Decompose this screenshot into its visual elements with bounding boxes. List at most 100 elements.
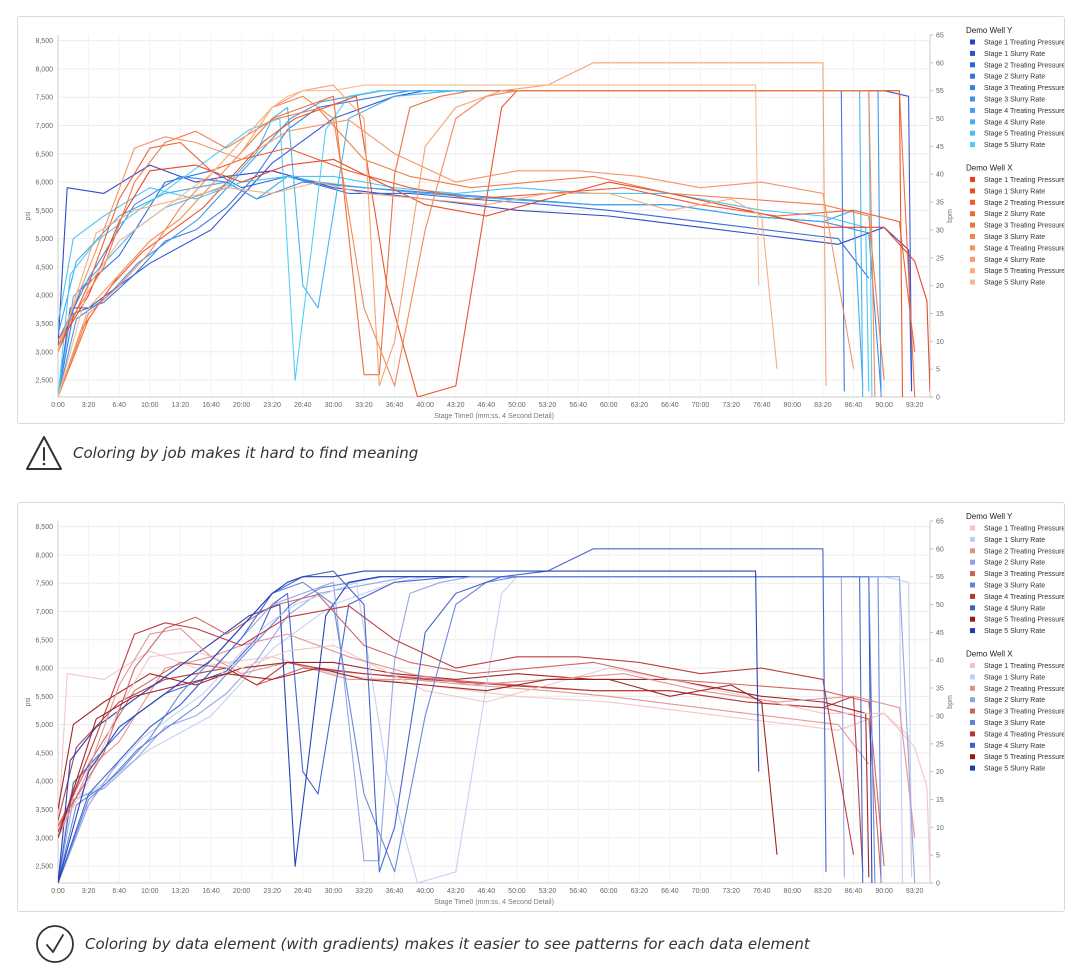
legend-swatch	[970, 279, 975, 285]
legend-swatch	[970, 107, 975, 113]
series-line-demo-well-x-stage-5-treating-pressure	[58, 181, 778, 369]
legend-swatch	[970, 119, 975, 125]
y-tick-label: 5,000	[35, 722, 53, 729]
y2-tick-label: 30	[936, 227, 944, 234]
series-line-demo-well-x-stage-3-treating-pressure	[58, 593, 885, 867]
chart-panel-by-job: 2,500 3,000 3,500 4,000 4,500 5,000 5,500 6,000…	[17, 16, 1065, 424]
x-tick-label: 90:00	[875, 402, 893, 409]
legend-item-label: Stage 1 Slurry Rate	[984, 674, 1045, 681]
legend-item-label: Stage 2 Slurry Rate	[984, 74, 1045, 81]
y-axis-title: psi	[25, 211, 32, 220]
series-group	[58, 548, 930, 883]
y2-tick-label: 35	[936, 200, 944, 207]
legend-swatch	[970, 593, 975, 599]
y2-tick-label: 45	[936, 630, 944, 637]
x-tick-label: 30:00	[325, 402, 343, 409]
series-line-demo-well-y-stage-2-treating-pressure	[58, 170, 870, 352]
legend-item-label: Stage 1 Treating Pressure	[984, 526, 1064, 533]
x-tick-label: 60:00	[600, 402, 618, 409]
series-line-demo-well-x-stage-4-treating-pressure	[58, 605, 855, 855]
legend-swatch	[970, 62, 975, 68]
y-tick-label: 3,500	[35, 321, 53, 328]
series-line-demo-well-x-stage-5-treating-pressure	[58, 667, 778, 855]
legend-swatch	[970, 188, 975, 194]
y-tick-label: 7,500	[35, 95, 53, 102]
y2-tick-label: 20	[936, 283, 944, 290]
series-line-demo-well-x-stage-1-treating-pressure	[58, 158, 930, 392]
x-tick-label: 93:20	[906, 402, 924, 409]
legend-swatch	[970, 559, 975, 565]
x-tick-label: 36:40	[386, 402, 404, 409]
series-line-demo-well-y-stage-1-slurry-rate	[58, 576, 913, 883]
x-tick-label: 43:20	[447, 402, 465, 409]
x-tick-label: 23:20	[263, 888, 281, 895]
legend-item-label: Stage 2 Treating Pressure	[984, 62, 1064, 69]
x-tick-label: 76:40	[753, 888, 771, 895]
x-tick-label: 70:00	[692, 888, 710, 895]
legend-swatch	[970, 234, 975, 239]
legend-swatch	[970, 685, 975, 691]
x-tick-label: 50:00	[508, 888, 526, 895]
y-tick-label: 4,500	[35, 750, 53, 757]
y2-tick-label: 0	[936, 395, 940, 402]
legend-item-label: Stage 5 Treating Pressure	[984, 268, 1064, 275]
y-tick-label: 6,000	[35, 180, 53, 187]
series-line-demo-well-x-stage-3-treating-pressure	[58, 107, 885, 381]
series-line-demo-well-y-stage-4-treating-pressure	[58, 175, 864, 386]
legend-item-label: Stage 2 Slurry Rate	[984, 211, 1045, 218]
x-axis-title: Stage Time0 (mm:ss, 4 Second Detail)	[434, 413, 554, 420]
chart-by-job: 2,500 3,000 3,500 4,000 4,500 5,000 5,500 6,000…	[25, 26, 1064, 420]
legend-swatch	[970, 222, 975, 228]
x-tick-label: 63:20	[631, 888, 649, 895]
x-tick-label: 40:00	[416, 888, 434, 895]
series-line-demo-well-y-stage-1-slurry-rate	[58, 90, 913, 397]
legend-item-label: Stage 5 Treating Pressure	[984, 617, 1064, 624]
x-tick-label: 20:00	[233, 402, 251, 409]
y2-tick-label: 35	[936, 686, 944, 693]
x-tick-label: 10:00	[141, 888, 159, 895]
x-tick-label: 36:40	[386, 888, 404, 895]
legend-group-title: Demo Well X	[966, 164, 1013, 173]
y-tick-label: 7,000	[35, 123, 53, 130]
legend-item-label: Stage 4 Slurry Rate	[984, 743, 1045, 750]
legend-item-label: Stage 5 Slurry Rate	[984, 142, 1045, 149]
x-tick-label: 3:20	[82, 402, 96, 409]
y-tick-label: 8,000	[35, 66, 53, 73]
legend-swatch	[970, 130, 975, 136]
legend-item-label: Stage 3 Treating Pressure	[984, 85, 1064, 92]
x-tick-label: 26:40	[294, 888, 312, 895]
legend-swatch	[970, 142, 975, 148]
legend-item-label: Stage 4 Treating Pressure	[984, 108, 1064, 115]
x-tick-label: 33:20	[355, 888, 373, 895]
legend-group-title: Demo Well X	[966, 650, 1013, 659]
legend-swatch	[970, 256, 975, 262]
legend-swatch	[970, 663, 975, 668]
x-tick-label: 56:40	[569, 888, 587, 895]
legend-swatch	[970, 674, 975, 680]
x-tick-label: 16:40	[202, 888, 220, 895]
legend-item-label: Stage 1 Slurry Rate	[984, 188, 1045, 195]
caption-check: Coloring by data element (with gradients…	[35, 921, 810, 967]
series-line-demo-well-x-stage-1-treating-pressure	[58, 644, 930, 878]
legend-item-label: Stage 1 Slurry Rate	[984, 51, 1045, 58]
legend-swatch	[970, 742, 975, 748]
y-tick-label: 2,500	[35, 378, 53, 385]
legend-item-label: Stage 4 Treating Pressure	[984, 731, 1064, 738]
x-tick-label: 0:00	[51, 402, 65, 409]
y2-tick-label: 10	[936, 825, 944, 832]
y-tick-label: 4,000	[35, 779, 53, 786]
x-tick-label: 33:20	[355, 402, 373, 409]
y2-tick-label: 20	[936, 769, 944, 776]
legend-item-label: Stage 2 Treating Pressure	[984, 686, 1064, 693]
legend-swatch	[970, 39, 975, 45]
legend-swatch	[970, 720, 975, 725]
y-tick-label: 6,500	[35, 637, 53, 644]
legend-item-label: Stage 2 Slurry Rate	[984, 697, 1045, 704]
legend-item-label: Stage 3 Treating Pressure	[984, 709, 1064, 716]
series-line-demo-well-x-stage-2-treating-pressure	[58, 141, 916, 353]
caption-check-text: Coloring by data element (with gradients…	[85, 935, 810, 953]
series-line-demo-well-x-stage-4-slurry-rate	[58, 548, 827, 883]
legend-item-label: Stage 3 Slurry Rate	[984, 583, 1045, 590]
series-line-demo-well-x-stage-2-treating-pressure	[58, 627, 916, 839]
legend-item-label: Stage 5 Treating Pressure	[984, 754, 1064, 761]
